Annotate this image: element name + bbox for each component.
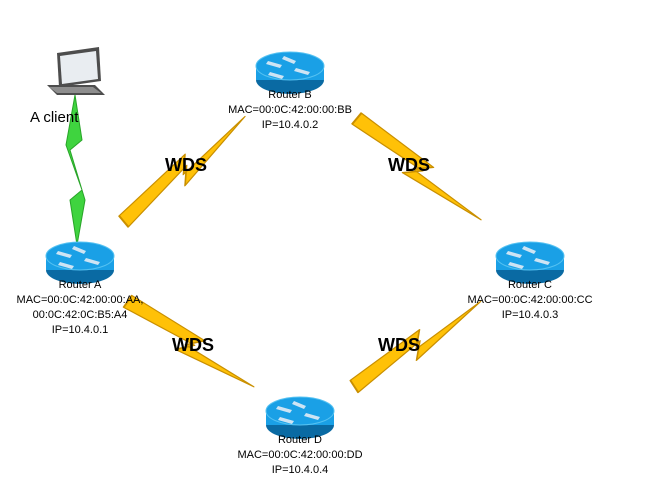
router-a-label: Router A MAC=00:0C:42:00:00:AA, 00:0C:42… bbox=[14, 278, 146, 337]
router-c-mac: MAC=00:0C:42:00:00:CC bbox=[467, 294, 592, 306]
router-d-name: Router D bbox=[278, 434, 322, 446]
router-d-mac: MAC=00:0C:42:00:00:DD bbox=[237, 449, 362, 461]
router-c-name: Router C bbox=[508, 279, 552, 291]
router-b-mac: MAC=00:0C:42:00:00:BB bbox=[228, 104, 352, 116]
router-b-ip: IP=10.4.0.2 bbox=[262, 119, 319, 131]
router-a-mac1: MAC=00:0C:42:00:00:AA, bbox=[17, 294, 144, 306]
wds-label-bc: WDS bbox=[388, 155, 430, 176]
wds-label-ad: WDS bbox=[172, 335, 214, 356]
client-laptop-icon bbox=[47, 47, 105, 95]
router-d-label: Router D MAC=00:0C:42:00:00:DD IP=10.4.0… bbox=[234, 433, 366, 478]
wds-label-dc: WDS bbox=[378, 335, 420, 356]
router-d-ip: IP=10.4.0.4 bbox=[272, 464, 329, 476]
router-a-mac2: 00:0C:42:0C:B5:A4 bbox=[33, 309, 128, 321]
client-label: A client bbox=[30, 108, 78, 128]
router-b-label: Router B MAC=00:0C:42:00:00:BB IP=10.4.0… bbox=[224, 88, 356, 133]
router-c-ip: IP=10.4.0.3 bbox=[502, 309, 559, 321]
router-a-ip: IP=10.4.0.1 bbox=[52, 324, 109, 336]
router-a-name: Router A bbox=[59, 279, 102, 291]
diagram-svg bbox=[0, 0, 650, 500]
wds-label-ab: WDS bbox=[165, 155, 207, 176]
router-c-label: Router C MAC=00:0C:42:00:00:CC IP=10.4.0… bbox=[464, 278, 596, 323]
diagram-stage: A client Router A MAC=00:0C:42:00:00:AA,… bbox=[0, 0, 650, 500]
router-b-name: Router B bbox=[268, 89, 311, 101]
